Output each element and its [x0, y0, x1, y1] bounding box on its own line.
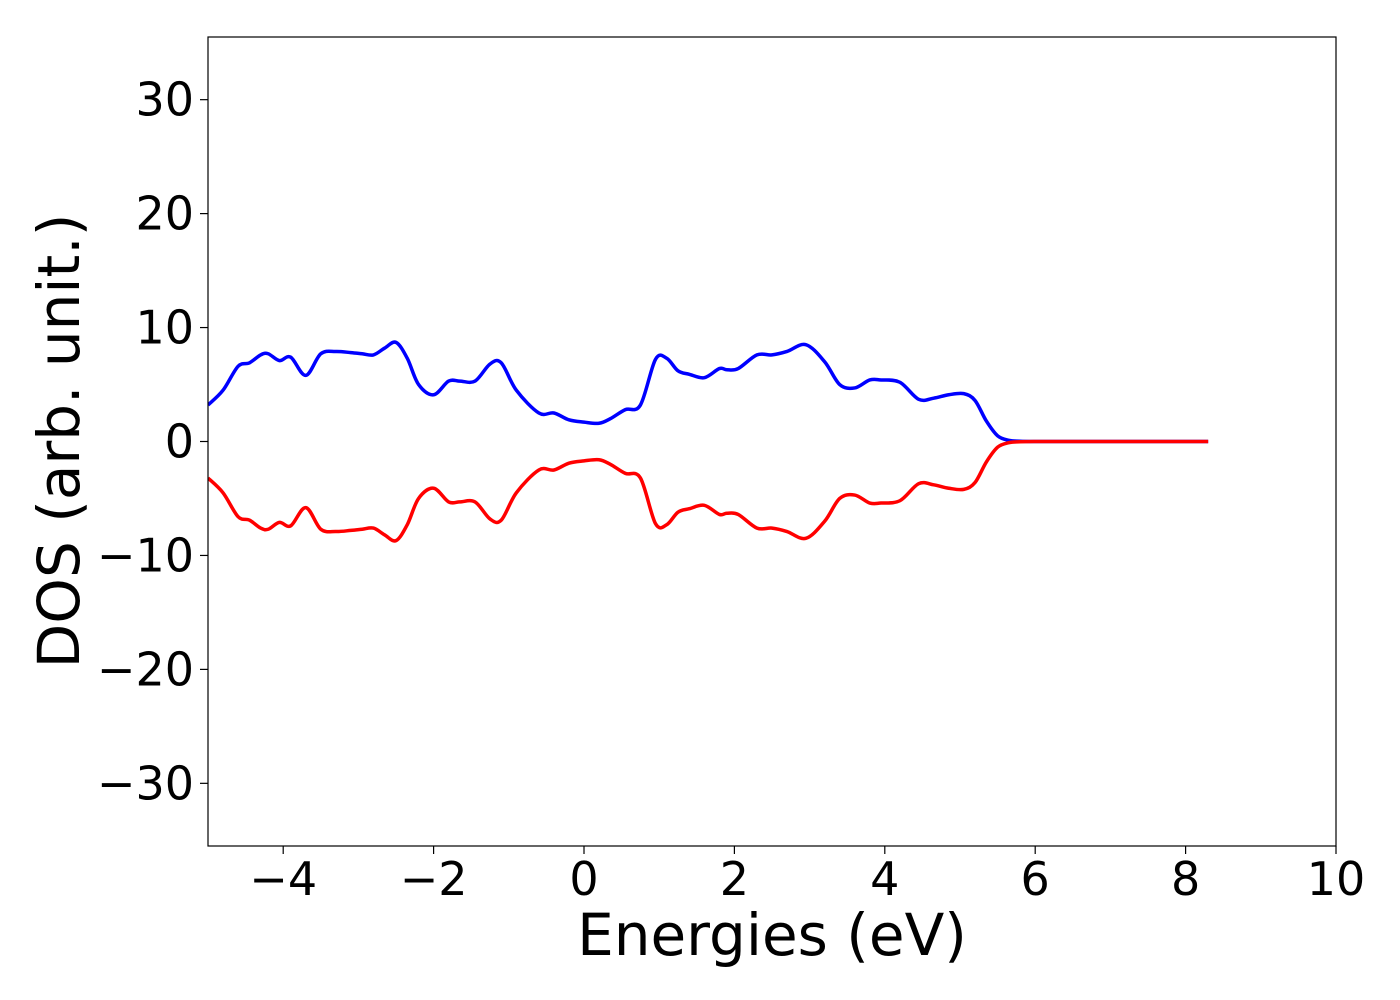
y-axis-label: DOS (arb. unit.) — [25, 214, 93, 669]
y-tick-label: 20 — [135, 187, 194, 241]
x-tick-label: 2 — [720, 852, 749, 906]
x-tick-label: 0 — [569, 852, 598, 906]
y-tick-label: −30 — [97, 756, 194, 810]
y-tick-label: −10 — [97, 528, 194, 582]
x-tick-label: −2 — [400, 852, 468, 906]
y-tick-label: 30 — [135, 73, 194, 127]
y-axis-ticks: 30 20 10 0 −10 −20 −30 — [97, 73, 208, 810]
x-tick-label: 8 — [1171, 852, 1200, 906]
series-layer — [208, 340, 1209, 543]
x-axis-ticks: −4 −2 0 2 4 6 8 10 — [249, 846, 1365, 906]
y-tick-label: 0 — [165, 415, 194, 469]
x-axis-label: Energies (eV) — [577, 901, 967, 969]
series-line-blue — [208, 340, 1209, 444]
x-tick-label: 6 — [1021, 852, 1050, 906]
series-line-red — [208, 439, 1209, 543]
y-tick-label: 10 — [135, 301, 194, 355]
y-tick-label: −20 — [97, 642, 194, 696]
x-tick-label: 10 — [1307, 852, 1366, 906]
x-tick-label: −4 — [249, 852, 317, 906]
x-tick-label: 4 — [870, 852, 899, 906]
